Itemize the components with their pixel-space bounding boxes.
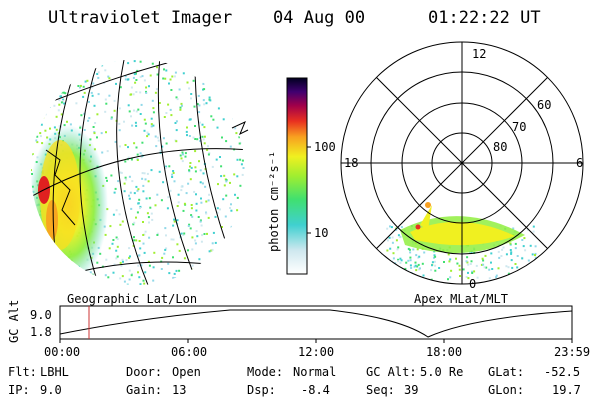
alt-xtick-1200: 12:00 [298,345,335,359]
alt-xtick-0600: 06:00 [171,345,208,359]
status-gain-value: 13 [172,383,187,397]
mlt-label-0: 0 [469,277,477,291]
date-label: 04 Aug 00 [273,8,366,28]
left-panel-label: Geographic Lat/Lon [67,292,198,306]
status-gcalt-value: 5.0 Re [420,365,464,379]
status-filter-key: Flt: [8,365,37,379]
altitude-plot [59,305,573,343]
alt-xtick-2359: 23:59 [554,345,591,359]
status-gain-key: Gain: [126,383,163,397]
status-dsp-value: -8.4 [301,383,330,397]
lat-label-70: 70 [512,120,527,134]
instrument-title: Ultraviolet Imager [48,8,233,28]
colorbar-tick-100: 100 [314,140,336,154]
alt-xtick-0000: 00:00 [44,345,81,359]
status-door-key: Door: [126,365,163,379]
status-ip-key: IP: [8,383,30,397]
status-ip-value: 9.0 [40,383,62,397]
geographic-image [31,59,249,285]
time-label: 01:22:22 UT [428,8,541,28]
status-dsp-key: Dsp: [247,383,276,397]
status-seq-value: 39 [404,383,419,397]
status-filter-value: LBHL [40,365,69,379]
status-glat-key: GLat: [488,365,525,379]
status-glon-key: GLon: [488,383,525,397]
status-seq-key: Seq: [366,383,395,397]
status-mode-value: Normal [293,365,337,379]
lat-label-60: 60 [537,98,552,112]
status-door-value: Open [172,365,201,379]
mlt-label-18: 18 [344,156,359,170]
colorbar [286,77,311,275]
alt-ylabel: GC Alt [7,299,21,343]
right-panel-label: Apex MLat/MLT [414,292,508,306]
polar-plot [340,41,584,285]
alt-xtick-1800: 18:00 [426,345,463,359]
mlt-label-6: 6 [576,156,584,170]
status-gcalt-key: GC Alt: [366,365,417,379]
status-mode-key: Mode: [247,365,284,379]
colorbar-unit-label: photon cm⁻²s⁻¹ [267,150,281,252]
colorbar-tick-10: 10 [314,226,329,240]
lat-label-80: 80 [493,140,508,154]
alt-ytick-bottom: 1.8 [30,325,52,339]
status-glat-value: -52.5 [544,365,581,379]
alt-ytick-top: 9.0 [30,308,52,322]
status-glon-value: 19.7 [552,383,581,397]
mlt-label-12: 12 [472,47,487,61]
